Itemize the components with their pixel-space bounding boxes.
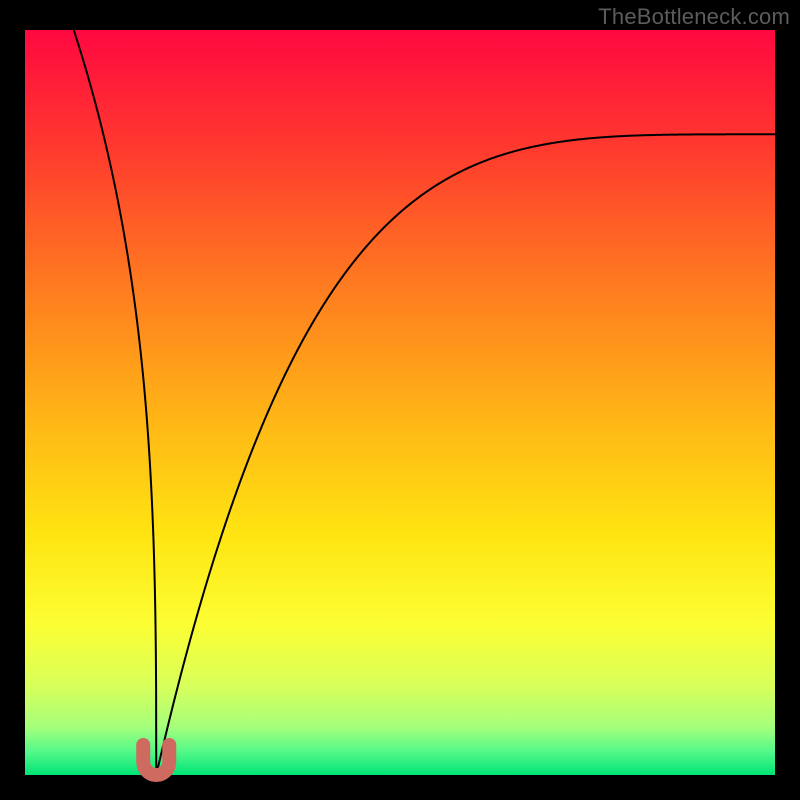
- gradient-background: [25, 30, 775, 775]
- bottleneck-chart: [0, 0, 800, 800]
- chart-frame: TheBottleneck.com: [0, 0, 800, 800]
- attribution-text: TheBottleneck.com: [598, 4, 790, 30]
